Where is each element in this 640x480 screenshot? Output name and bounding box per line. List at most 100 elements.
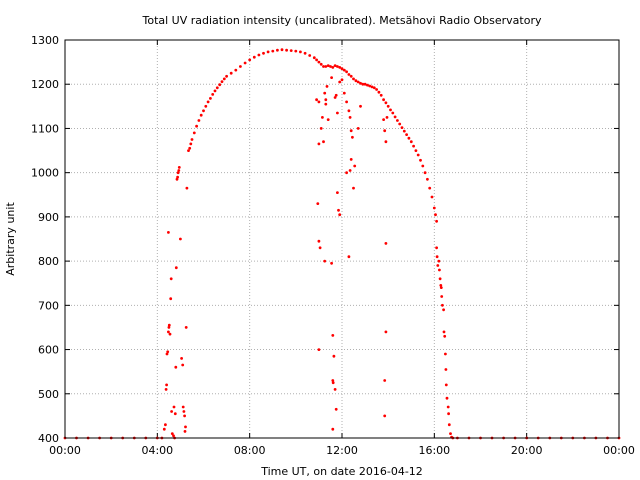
data-point [222,77,226,81]
data-point [189,142,193,146]
data-point [169,297,173,301]
data-point [322,65,325,68]
data-point [372,86,376,90]
data-point [345,70,348,74]
data-point [348,116,352,119]
data-point [428,186,432,190]
data-point [173,412,177,416]
data-point [405,133,408,137]
data-point [423,171,427,175]
data-point [318,246,322,250]
data-point [175,177,179,181]
data-point [331,427,335,431]
data-point [361,82,365,86]
data-point [315,98,318,102]
data-point [181,405,185,409]
data-point [329,65,332,68]
data-point [442,308,445,312]
y-tick-label: 400 [38,432,59,445]
data-point [165,352,169,356]
data-point [434,213,437,217]
data-point [317,239,321,243]
data-point [176,171,180,175]
data-point [352,186,355,190]
data-point [215,86,219,90]
data-point [396,119,399,122]
data-point [340,78,344,82]
data-point [323,259,327,263]
data-point [271,49,275,53]
x-tick-label: 08:00 [234,444,266,457]
data-point [382,98,385,102]
data-point [331,334,335,337]
data-point [195,124,199,128]
data-point [338,80,342,84]
data-point [439,284,443,287]
data-point [316,202,320,206]
data-point [354,79,358,83]
data-point [347,109,351,113]
data-point [252,55,256,59]
data-point [218,83,222,87]
data-point [199,113,203,117]
data-point [315,58,318,62]
data-point [347,73,351,76]
data-point [209,97,212,100]
data-point [192,131,196,135]
data-point [333,64,337,67]
data-point [337,208,340,212]
data-point [187,149,190,153]
data-point [285,48,288,52]
data-point [368,84,372,88]
data-point [421,164,425,168]
data-point [213,89,217,93]
data-point [176,175,180,179]
data-point [444,383,448,387]
data-point [331,381,335,385]
data-point [377,90,381,94]
x-tick-label: 04:00 [141,444,173,457]
data-point [183,414,187,418]
data-point [248,58,252,62]
data-point [338,66,342,69]
data-point [359,81,362,85]
data-point [407,136,411,140]
data-point [303,51,307,55]
data-point [333,96,337,99]
data-point [334,407,338,411]
data-point [170,410,174,413]
data-point [383,414,387,418]
data-point [446,405,450,409]
data-point [384,242,388,245]
y-tick-label: 500 [38,388,59,401]
data-point [319,62,323,66]
data-point [379,93,383,97]
data-point [177,166,181,169]
data-point [438,277,442,281]
data-point [174,266,178,270]
data-point [183,430,187,433]
data-point [162,427,166,431]
data-point [336,191,339,195]
data-point [177,169,181,172]
data-point [356,80,360,84]
grid-layer [65,40,619,438]
y-axis-label: Arbitrary unit [4,202,17,276]
data-point [167,323,171,327]
data-point [435,255,439,259]
data-point [435,219,438,223]
data-point [443,334,447,338]
data-point [338,213,342,217]
data-point [386,104,390,108]
data-point [449,432,452,435]
data-point [393,115,397,119]
data-point [172,405,176,409]
data-point [317,100,321,104]
data-point [444,352,447,356]
data-point [442,330,446,334]
plot-frame [64,39,620,439]
y-tick-label: 1300 [31,34,59,47]
data-point [220,80,224,83]
x-tick-label: 00:00 [49,444,81,457]
data-point [334,93,338,97]
